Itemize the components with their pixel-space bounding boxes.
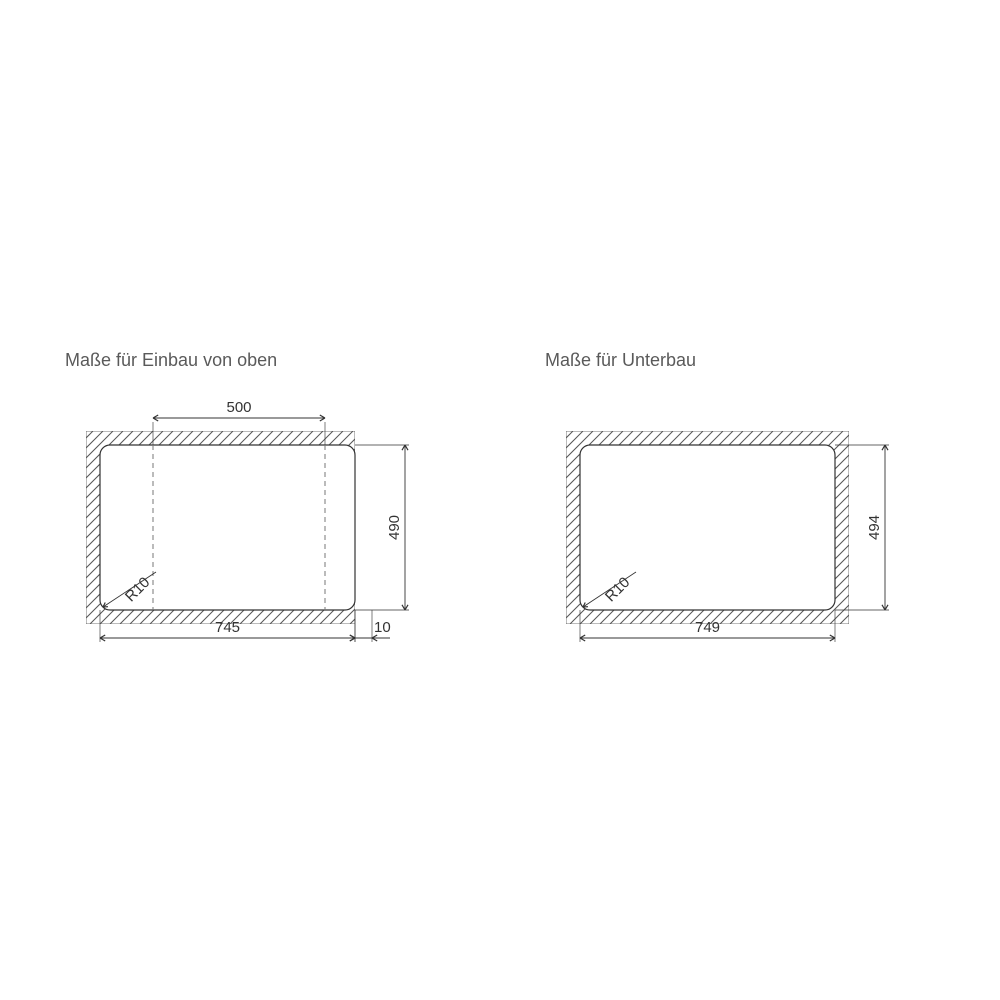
svg-text:494: 494 bbox=[866, 515, 883, 540]
left-diagram: R1050049074510 bbox=[0, 399, 543, 642]
diagrams-svg: R1050049074510 R10494749 bbox=[0, 0, 1000, 1000]
page: Maße für Einbau von oben Maße für Unterb… bbox=[0, 0, 1000, 1000]
svg-text:749: 749 bbox=[695, 619, 720, 636]
svg-text:10: 10 bbox=[374, 619, 391, 636]
svg-text:490: 490 bbox=[386, 515, 403, 540]
svg-text:500: 500 bbox=[226, 399, 251, 416]
svg-text:745: 745 bbox=[215, 619, 240, 636]
